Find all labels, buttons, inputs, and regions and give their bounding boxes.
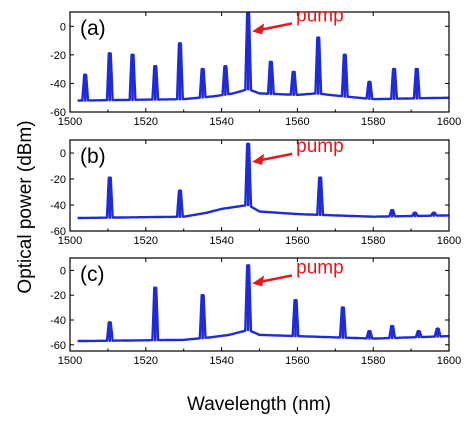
panel-c: 1500 1520 1540 1560 1580 1600 0 -20 -40 -60 (c) pum…	[50, 257, 461, 367]
x-tick-label: 1600	[437, 235, 461, 247]
y-tick-label: -20	[50, 174, 66, 186]
y-tick-label: -60	[50, 107, 66, 119]
x-tick-label: 1580	[361, 116, 385, 128]
panel-label: (a)	[80, 17, 106, 40]
x-tick-label: 1600	[437, 116, 461, 128]
spectrum-line	[77, 12, 450, 102]
pump-arrow-head	[252, 23, 265, 35]
y-tick-label: -60	[50, 226, 66, 238]
y-tick-label: -40	[50, 78, 66, 90]
spectrum-line	[77, 264, 450, 343]
x-tick-label: 1520	[134, 235, 158, 247]
spectrum-line	[77, 142, 450, 220]
x-axis-title: Wavelength (nm)	[187, 394, 331, 415]
panel-label: (c)	[80, 263, 105, 286]
panel-label: (b)	[80, 145, 106, 168]
pump-label: pump	[296, 257, 344, 278]
x-tick-label: 1560	[285, 116, 309, 128]
y-tick-label: 0	[60, 265, 66, 277]
y-tick-label: -60	[50, 340, 66, 352]
pump-label: pump	[296, 136, 344, 157]
y-tick-label: -40	[50, 315, 66, 327]
y-tick-label: 0	[60, 148, 66, 160]
x-tick-label: 1560	[285, 235, 309, 247]
x-tick-label: 1520	[134, 116, 158, 128]
x-tick-label: 1580	[361, 235, 385, 247]
x-tick-label: 1500	[58, 116, 82, 128]
pump-arrow-shaft	[257, 274, 293, 284]
x-tick-label: 1500	[58, 235, 82, 247]
pump-label: pump	[296, 5, 344, 26]
y-axis-title: Optical power (dBm)	[15, 120, 36, 293]
x-tick-label: 1580	[361, 355, 385, 367]
x-tick-label: 1540	[209, 116, 233, 128]
panel-a: 1500 1520 1540 1560 1580 1600 0 -20 -40 -60 (a) pum…	[50, 5, 461, 128]
pump-arrow-head	[252, 275, 265, 287]
x-tick-label: 1540	[209, 355, 233, 367]
pump-arrow-shaft	[257, 152, 293, 162]
x-tick-label: 1600	[437, 355, 461, 367]
x-tick-label: 1520	[134, 355, 158, 367]
y-tick-label: 0	[60, 21, 66, 33]
x-tick-label: 1560	[285, 355, 309, 367]
y-tick-label: -40	[50, 200, 66, 212]
x-tick-label: 1500	[58, 355, 82, 367]
x-tick-label: 1540	[209, 235, 233, 247]
pump-arrow-head	[252, 153, 265, 165]
y-tick-label: -20	[50, 50, 66, 62]
pump-arrow-shaft	[257, 22, 293, 32]
panel-b: 1500 1520 1540 1560 1580 1600 0 -20 -40 -60 (b) pum…	[50, 136, 461, 247]
panels: 1500 1520 1540 1560 1580 1600 0 -20 -40 -60 (a) pum…	[50, 5, 461, 367]
y-tick-label: -20	[50, 290, 66, 302]
